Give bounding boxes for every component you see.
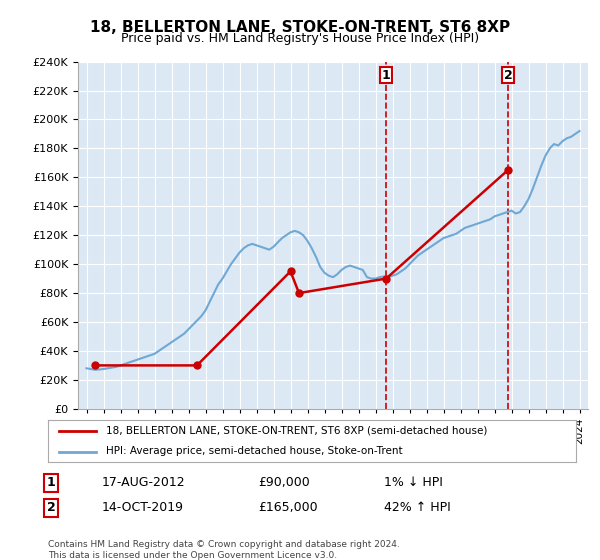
Text: 1: 1 — [47, 476, 55, 489]
Text: 1: 1 — [382, 68, 391, 82]
Text: 18, BELLERTON LANE, STOKE-ON-TRENT, ST6 8XP: 18, BELLERTON LANE, STOKE-ON-TRENT, ST6 … — [90, 20, 510, 35]
Text: £90,000: £90,000 — [258, 476, 310, 489]
Text: Contains HM Land Registry data © Crown copyright and database right 2024.
This d: Contains HM Land Registry data © Crown c… — [48, 540, 400, 560]
Text: 14-OCT-2019: 14-OCT-2019 — [102, 501, 184, 515]
Text: 2: 2 — [47, 501, 55, 515]
Text: 17-AUG-2012: 17-AUG-2012 — [102, 476, 185, 489]
Text: HPI: Average price, semi-detached house, Stoke-on-Trent: HPI: Average price, semi-detached house,… — [106, 446, 403, 456]
Text: 42% ↑ HPI: 42% ↑ HPI — [384, 501, 451, 515]
Text: £165,000: £165,000 — [258, 501, 317, 515]
Text: 18, BELLERTON LANE, STOKE-ON-TRENT, ST6 8XP (semi-detached house): 18, BELLERTON LANE, STOKE-ON-TRENT, ST6 … — [106, 426, 487, 436]
Text: 1% ↓ HPI: 1% ↓ HPI — [384, 476, 443, 489]
Text: 2: 2 — [503, 68, 512, 82]
Text: Price paid vs. HM Land Registry's House Price Index (HPI): Price paid vs. HM Land Registry's House … — [121, 32, 479, 45]
